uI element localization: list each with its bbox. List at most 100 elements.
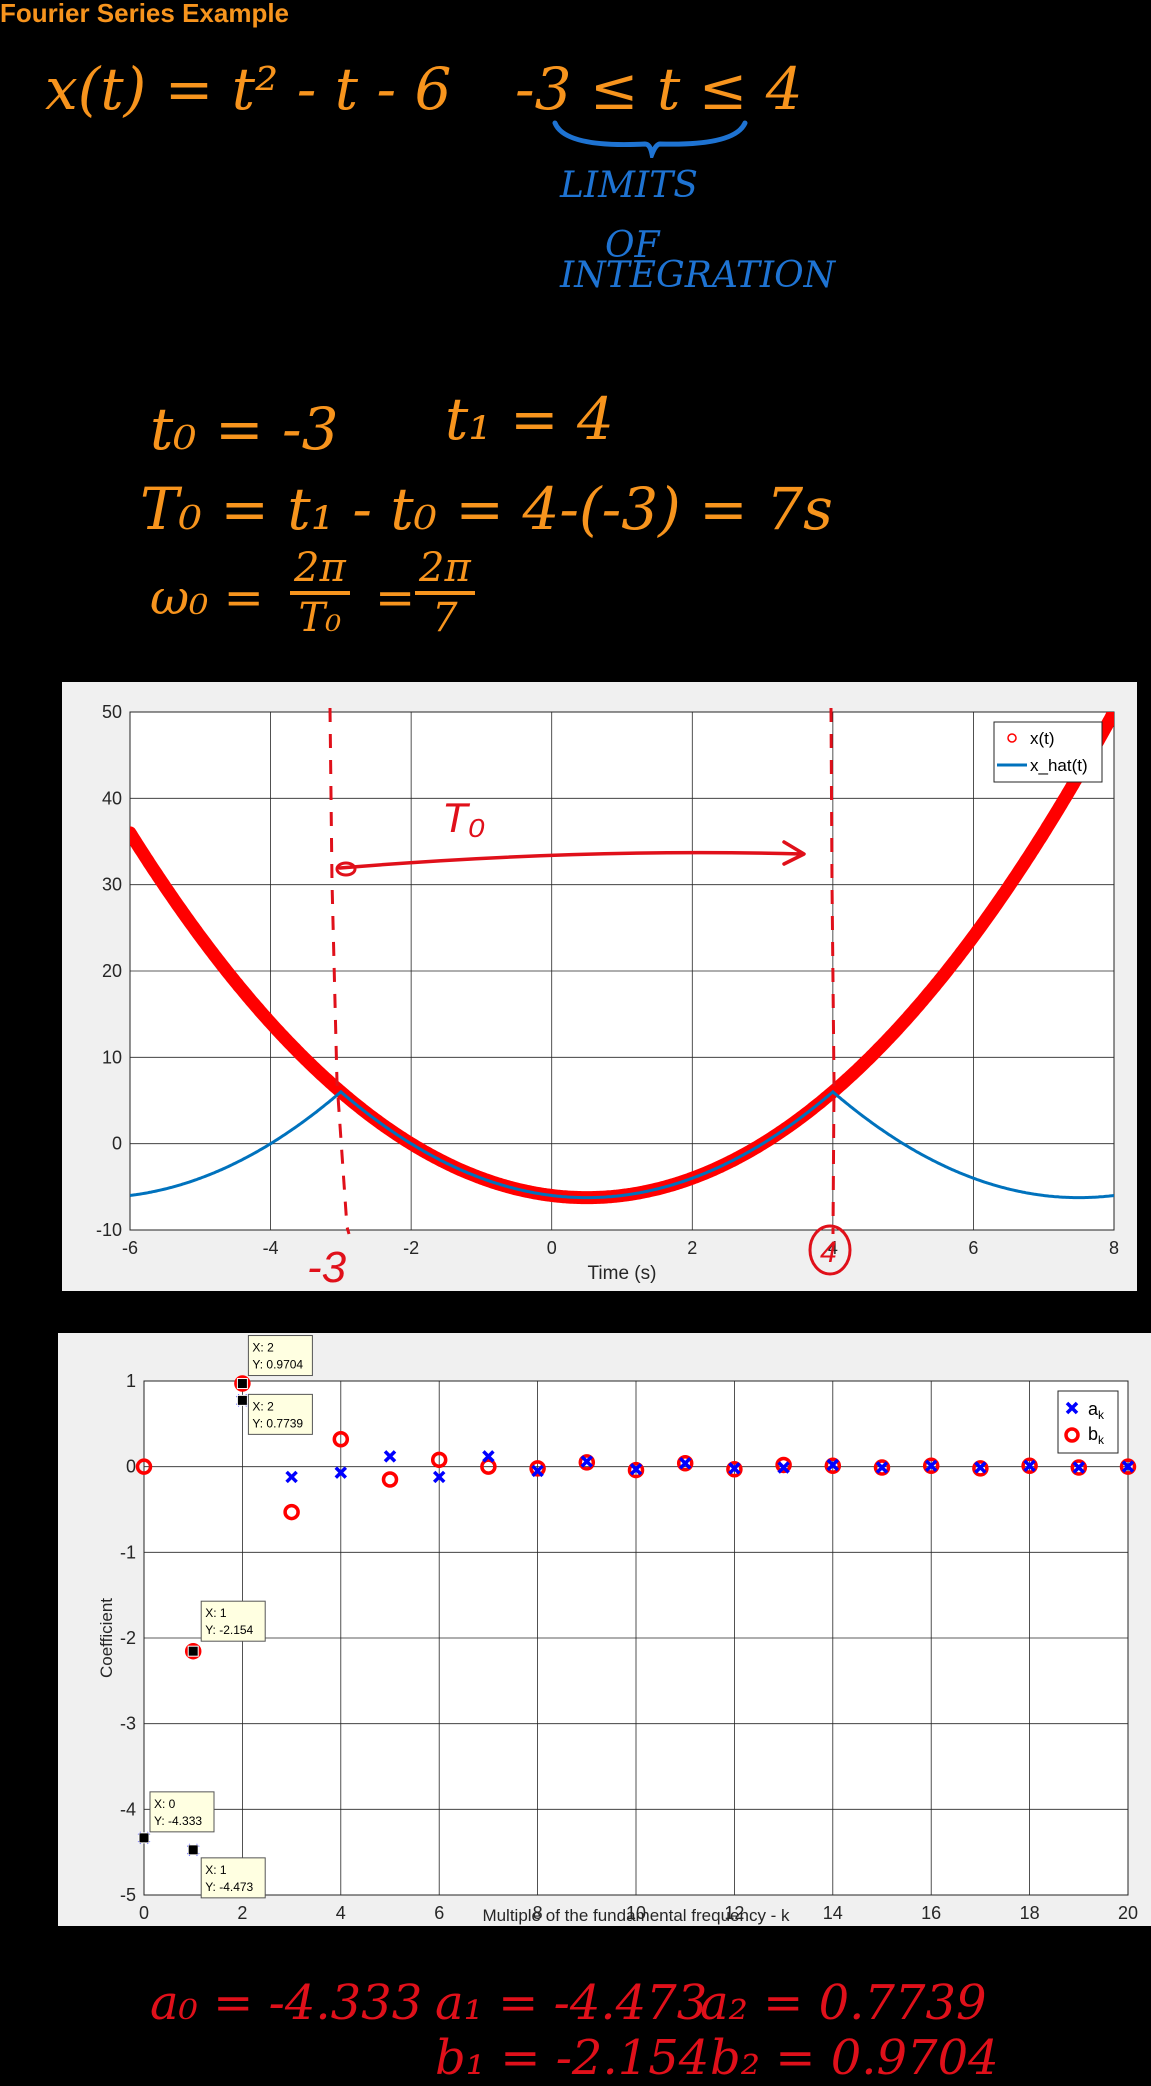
ak-point (1072, 1461, 1086, 1474)
bk-point (381, 1471, 399, 1488)
ak-point (777, 1461, 790, 1474)
omega-fraction-2-num: 2π (415, 545, 475, 595)
coef-x-tick-label: 6 (434, 1903, 444, 1923)
bk-point (972, 1460, 989, 1477)
bk-point (627, 1461, 645, 1479)
time-x-tick-label: 2 (687, 1238, 697, 1258)
datatip-x-label: X: 0 (154, 1797, 176, 1811)
time-x-tick-label: 0 (547, 1238, 557, 1258)
coef-y-tick-label: -1 (120, 1542, 136, 1562)
legend-ak-marker (1065, 1401, 1079, 1415)
omega-equals: = (375, 570, 416, 626)
datatip-x-label: X: 2 (252, 1341, 274, 1355)
page-title: Fourier Series Example (0, 0, 290, 28)
datatip-y-label: Y: -4.473 (205, 1880, 253, 1894)
b2-result: b₂ = 0.9704 (710, 2030, 999, 2086)
coef-y-tick-label: -3 (120, 1714, 136, 1734)
bk-point (1119, 1458, 1137, 1475)
minus-three-annotation: -3 (307, 1243, 347, 1291)
ak-point (678, 1457, 692, 1470)
a0-result: a₀ = -4.333 (150, 1975, 423, 2031)
time-y-tick-label: 40 (102, 788, 122, 808)
datatip-y-label: Y: -4.333 (154, 1814, 202, 1828)
ak-point (875, 1461, 889, 1474)
time-legend: x(t) x_hat(t) (993, 721, 1103, 783)
bk-point (922, 1457, 940, 1475)
time-y-tick-label: 50 (102, 702, 122, 722)
datatip-y-label: Y: 0.7739 (252, 1416, 303, 1430)
ak-point (1023, 1459, 1036, 1473)
datatip-marker[interactable] (236, 1394, 248, 1406)
bk-point (824, 1457, 842, 1475)
time-x-tick-label: 4 (828, 1238, 838, 1258)
t0-note: t₀ = -3 (150, 395, 339, 463)
time-y-tick-label: -10 (96, 1220, 122, 1240)
omega-fraction-2-den: 7 (432, 595, 458, 641)
ak-point (1121, 1460, 1135, 1473)
time-y-tick-label: 30 (102, 875, 122, 895)
coef-x-tick-label: 16 (921, 1903, 941, 1923)
bk-point (332, 1431, 350, 1448)
bk-point (430, 1451, 448, 1469)
bk-point (775, 1456, 792, 1474)
time-x-tick-label: 8 (1109, 1238, 1119, 1258)
bk-point (726, 1460, 743, 1478)
coef-x-tick-label: 8 (533, 1903, 543, 1923)
ak-point (432, 1470, 446, 1484)
limits-note-line2: OF (605, 225, 660, 266)
bk-point (184, 1642, 202, 1660)
datatip-box (247, 1393, 313, 1435)
coef-x-tick-label: 0 (139, 1903, 149, 1923)
function-note: x(t) = t² - t - 6 (45, 55, 452, 123)
bk-point (529, 1460, 546, 1477)
arrow-start-loop (335, 861, 357, 877)
coef-x-tick-label: 20 (1118, 1903, 1138, 1923)
bk-point (135, 1458, 153, 1475)
omega-fraction-1: 2π T₀ (290, 545, 350, 641)
ak-point (383, 1450, 397, 1463)
ak-point (285, 1470, 298, 1484)
four-circle-annotation (808, 1224, 852, 1276)
legend-x-t-label: x(t) (1030, 729, 1055, 748)
coef-y-tick-label: -4 (120, 1799, 136, 1819)
datatip-box (200, 1857, 266, 1899)
ak-point (924, 1459, 938, 1473)
a1-result: a₁ = -4.473 (435, 1975, 708, 2031)
datatip-marker[interactable] (187, 1844, 199, 1856)
time-x-tick-label: -6 (122, 1238, 138, 1258)
limits-note-line1: LIMITS (560, 165, 698, 206)
bk-point (234, 1375, 251, 1392)
coef-x-tick-label: 14 (823, 1903, 843, 1923)
time-y-tick-label: 10 (102, 1047, 122, 1067)
bk-point (283, 1503, 300, 1521)
legend-x-t-marker (1007, 733, 1017, 743)
coef-y-tick-label: 1 (126, 1371, 136, 1391)
bk-point (873, 1459, 891, 1476)
datatip-x-label: X: 1 (205, 1606, 227, 1620)
period-annotation: T₀ (442, 794, 485, 841)
datatip-marker[interactable] (236, 1378, 248, 1390)
bk-point (1070, 1459, 1088, 1476)
datatip-box (247, 1335, 313, 1377)
coefficient-x-axis-label: Multiple of the fundamental frequency - … (482, 1906, 790, 1925)
coefficient-y-axis-label: Coefficient (97, 1598, 116, 1678)
bk-point (578, 1454, 596, 1471)
ak-point (974, 1461, 987, 1474)
ak-point (531, 1464, 544, 1478)
dashed-line-t1 (829, 707, 836, 1235)
coef-x-tick-label: 18 (1020, 1903, 1040, 1923)
time-x-tick-label: -2 (403, 1238, 419, 1258)
omega-fraction-2: 2π 7 (415, 545, 475, 641)
datatip-marker[interactable] (187, 1645, 199, 1657)
dashed-line-t0 (328, 707, 351, 1235)
coef-y-tick-label: 0 (126, 1457, 136, 1477)
t1-note: t₁ = 4 (445, 385, 614, 453)
omega-fraction-1-den: T₀ (298, 595, 342, 641)
datatip-x-label: X: 2 (252, 1399, 274, 1413)
datatip-marker[interactable] (138, 1832, 150, 1844)
coefficient-chart: 0 2 4 6 8 10 12 14 16 18 20 -5 -4 -3 -2 -1 0 1 X: 2 Y: 0.9… (58, 1333, 1151, 1926)
x-hat-series (130, 1089, 1114, 1200)
datatip-y-label: Y: -2.154 (205, 1623, 253, 1637)
ak-point (728, 1462, 741, 1475)
omega-note: ω₀ = (150, 570, 264, 626)
